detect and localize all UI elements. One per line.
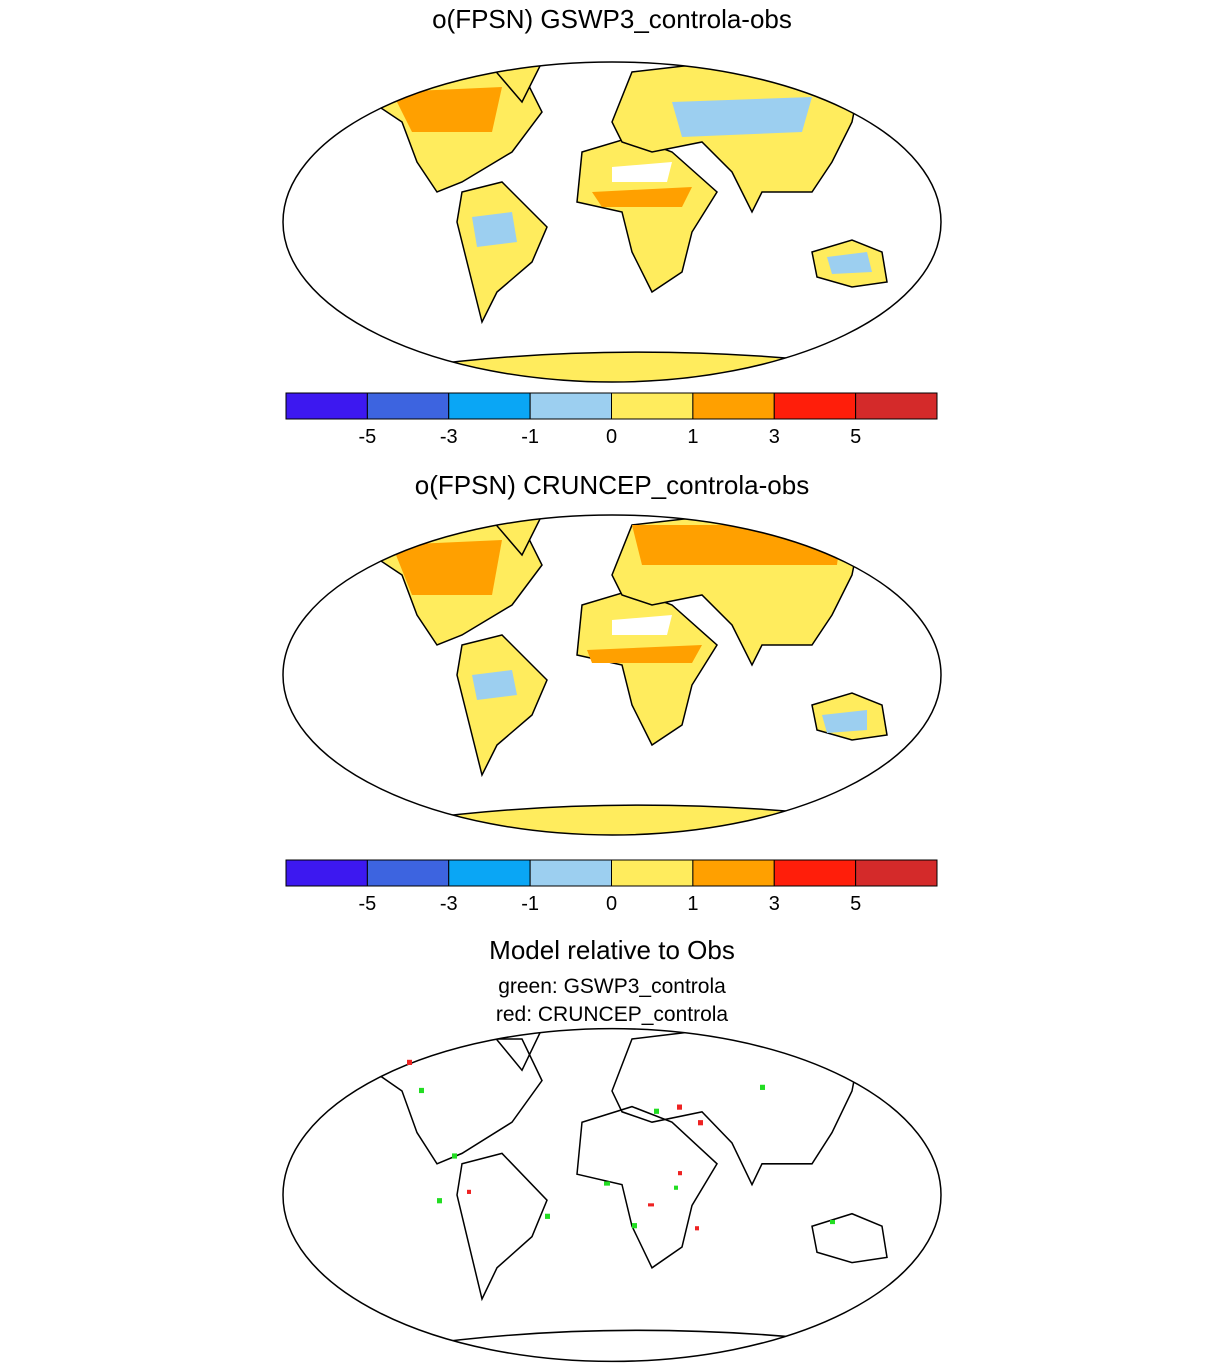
- colorbar-label: -3: [440, 893, 458, 915]
- colorbar-box: [285, 859, 368, 887]
- colorbar-label: 1: [687, 893, 698, 915]
- colorbar-box: [855, 859, 938, 887]
- colorbar-label: 1: [687, 426, 698, 448]
- colorbar-box: [448, 392, 531, 420]
- colorbar-label: -5: [358, 893, 376, 915]
- map: [282, 514, 942, 836]
- colorbar: -5 -3 -1 0 1 3 5: [285, 392, 938, 448]
- panel-title: o(FPSN) CRUNCEP_controla-obs: [415, 470, 809, 500]
- map: [282, 1027, 942, 1363]
- panel-title: Model relative to Obs: [489, 935, 735, 965]
- colorbar-box: [366, 859, 450, 887]
- colorbar-label: 3: [769, 893, 780, 915]
- colorbar-label: 0: [606, 893, 617, 915]
- colorbar-label: 5: [850, 426, 861, 448]
- colorbar-box: [855, 392, 938, 420]
- panel-subtitle: red: CRUNCEP_controla: [496, 1003, 729, 1026]
- panel-subtitle: green: GSWP3_controla: [498, 975, 726, 998]
- colorbar-box: [611, 859, 694, 887]
- colorbar-label: 5: [850, 893, 861, 915]
- colorbar-label: -5: [358, 426, 376, 448]
- colorbar-label: -3: [440, 426, 458, 448]
- colorbar-box: [285, 392, 368, 420]
- map: [282, 61, 942, 383]
- colorbar: -5 -3 -1 0 1 3 5: [285, 859, 938, 915]
- colorbar-box: [692, 859, 775, 887]
- colorbar-label: 0: [606, 426, 617, 448]
- colorbar-box: [448, 859, 531, 887]
- colorbar-label: -1: [521, 426, 539, 448]
- colorbar-box: [529, 859, 612, 887]
- colorbar-box: [773, 392, 857, 420]
- colorbar-box: [773, 859, 857, 887]
- panel-title: o(FPSN) GSWP3_controla-obs: [432, 4, 792, 34]
- colorbar-box: [529, 392, 612, 420]
- colorbar-box: [366, 392, 450, 420]
- colorbar-box: [611, 392, 694, 420]
- colorbar-box: [692, 392, 775, 420]
- colorbar-label: -1: [521, 893, 539, 915]
- colorbar-label: 3: [769, 426, 780, 448]
